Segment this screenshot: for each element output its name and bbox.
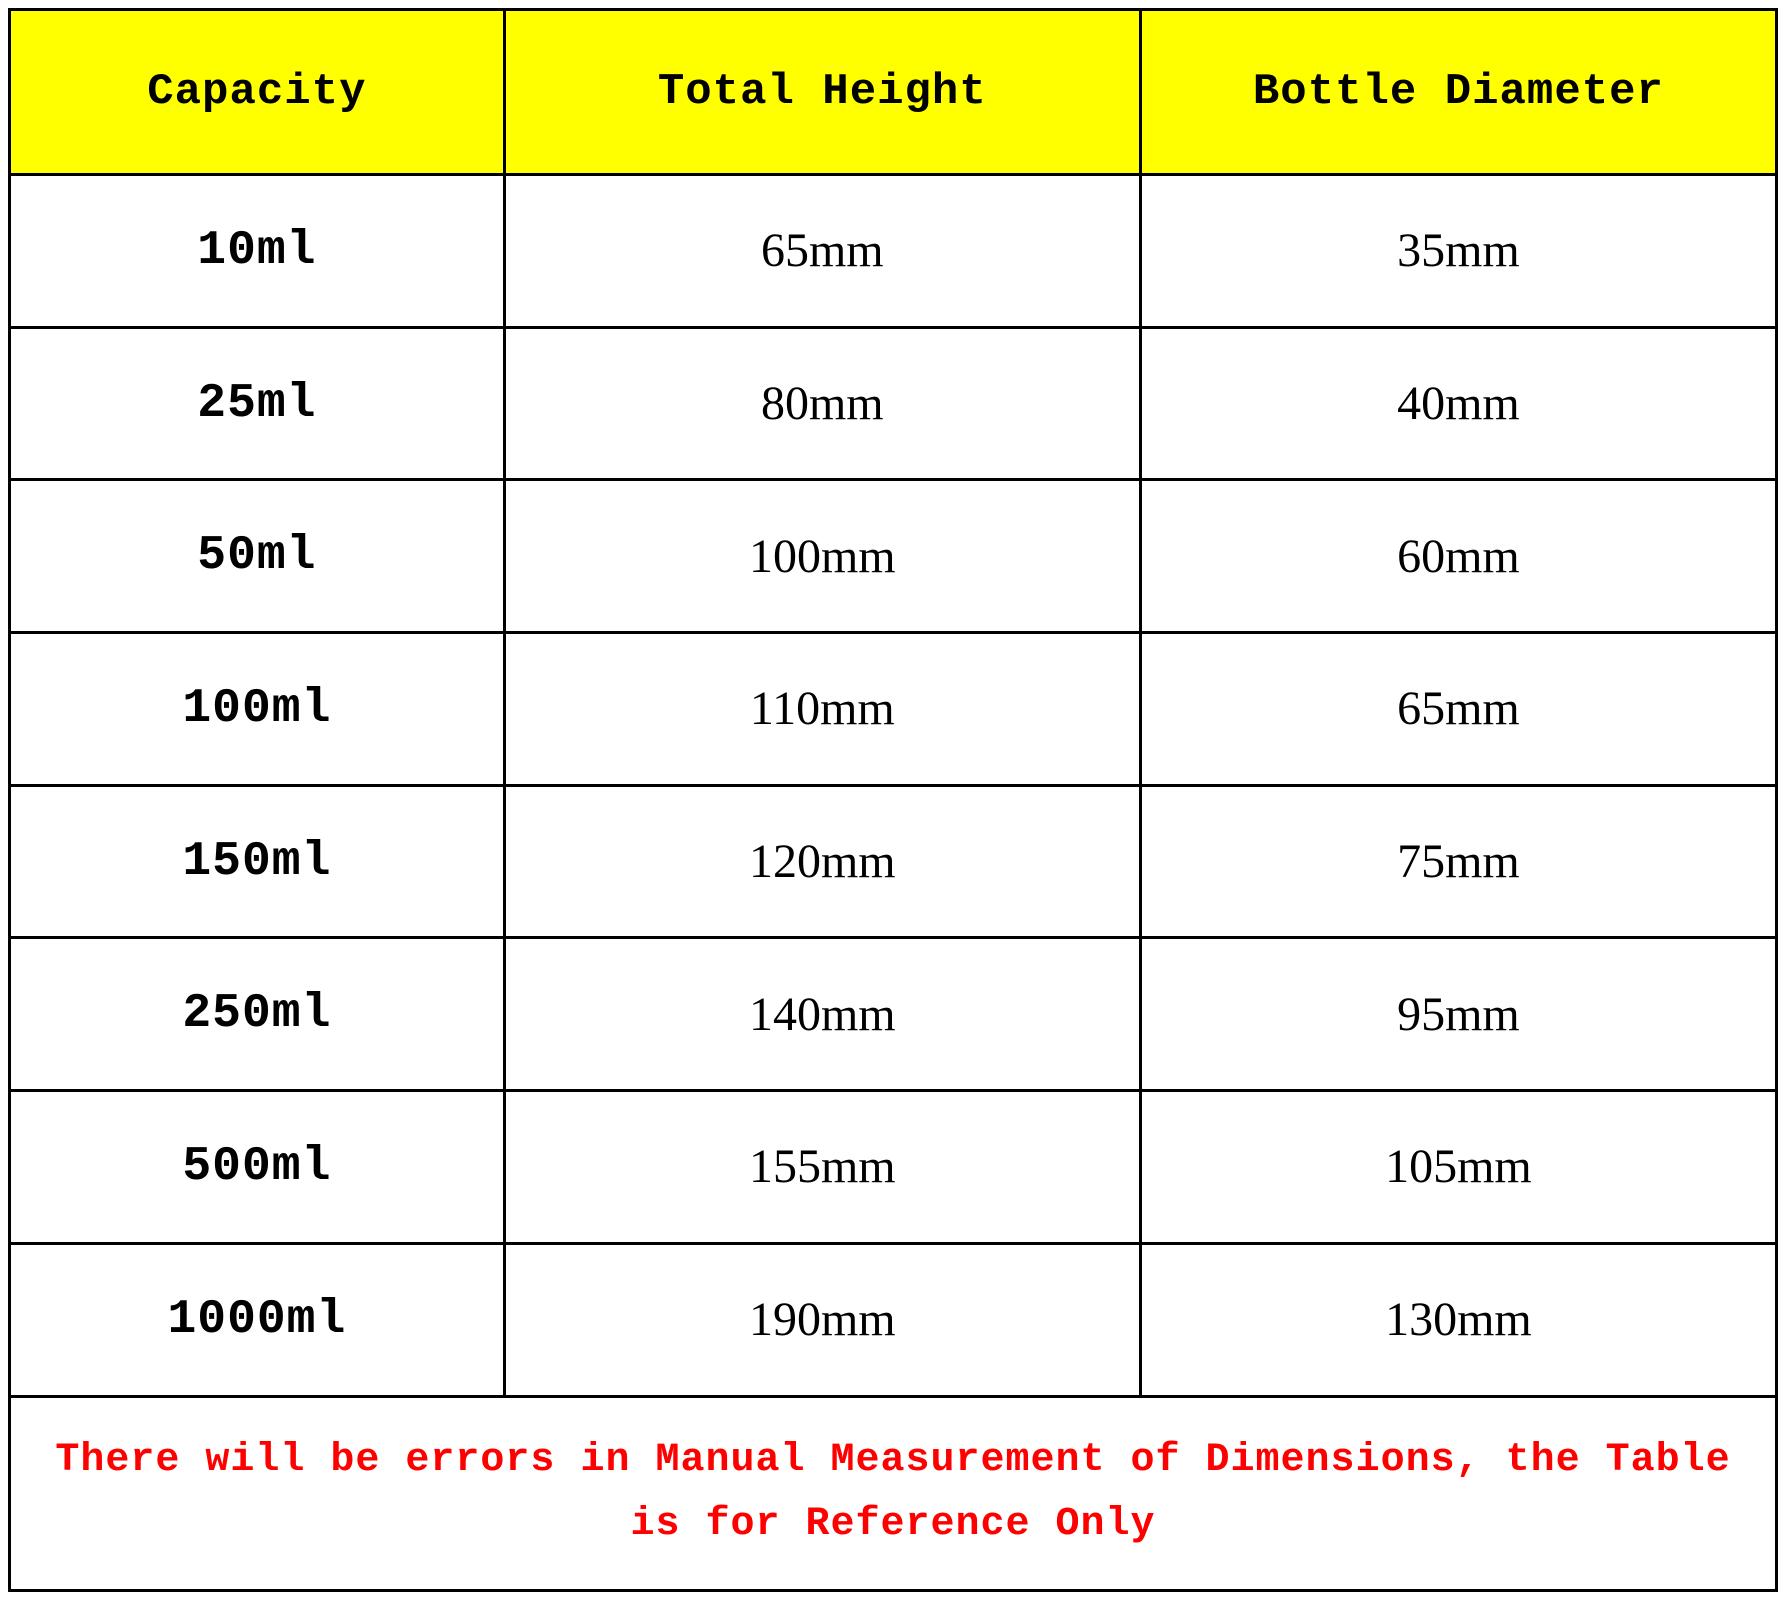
bottle-diameter-cell: 40mm	[1140, 327, 1776, 480]
bottle-diameter-cell: 105mm	[1140, 1091, 1776, 1244]
total-height-cell: 110mm	[504, 633, 1140, 786]
table-row: 10ml 65mm 35mm	[10, 175, 1777, 328]
total-height-cell: 65mm	[504, 175, 1140, 328]
table-footer-row: There will be errors in Manual Measureme…	[10, 1396, 1777, 1591]
column-header-bottle-diameter: Bottle Diameter	[1140, 10, 1776, 175]
bottle-diameter-cell: 95mm	[1140, 938, 1776, 1091]
bottle-diameter-cell: 35mm	[1140, 175, 1776, 328]
footer-note: There will be errors in Manual Measureme…	[10, 1396, 1777, 1591]
capacity-cell: 10ml	[10, 175, 505, 328]
capacity-cell: 100ml	[10, 633, 505, 786]
capacity-cell: 1000ml	[10, 1243, 505, 1396]
total-height-cell: 120mm	[504, 785, 1140, 938]
column-header-capacity: Capacity	[10, 10, 505, 175]
total-height-cell: 100mm	[504, 480, 1140, 633]
table-row: 25ml 80mm 40mm	[10, 327, 1777, 480]
total-height-cell: 190mm	[504, 1243, 1140, 1396]
table-row: 150ml 120mm 75mm	[10, 785, 1777, 938]
table-row: 50ml 100mm 60mm	[10, 480, 1777, 633]
bottle-dimensions-table-container: Capacity Total Height Bottle Diameter 10…	[8, 8, 1778, 1592]
capacity-cell: 500ml	[10, 1091, 505, 1244]
table-row: 100ml 110mm 65mm	[10, 633, 1777, 786]
table-row: 500ml 155mm 105mm	[10, 1091, 1777, 1244]
table-row: 1000ml 190mm 130mm	[10, 1243, 1777, 1396]
bottle-dimensions-table: Capacity Total Height Bottle Diameter 10…	[8, 8, 1778, 1592]
total-height-cell: 155mm	[504, 1091, 1140, 1244]
bottle-diameter-cell: 75mm	[1140, 785, 1776, 938]
total-height-cell: 140mm	[504, 938, 1140, 1091]
bottle-diameter-cell: 60mm	[1140, 480, 1776, 633]
capacity-cell: 150ml	[10, 785, 505, 938]
total-height-cell: 80mm	[504, 327, 1140, 480]
bottle-diameter-cell: 130mm	[1140, 1243, 1776, 1396]
bottle-diameter-cell: 65mm	[1140, 633, 1776, 786]
column-header-total-height: Total Height	[504, 10, 1140, 175]
capacity-cell: 250ml	[10, 938, 505, 1091]
capacity-cell: 50ml	[10, 480, 505, 633]
capacity-cell: 25ml	[10, 327, 505, 480]
table-row: 250ml 140mm 95mm	[10, 938, 1777, 1091]
table-header-row: Capacity Total Height Bottle Diameter	[10, 10, 1777, 175]
